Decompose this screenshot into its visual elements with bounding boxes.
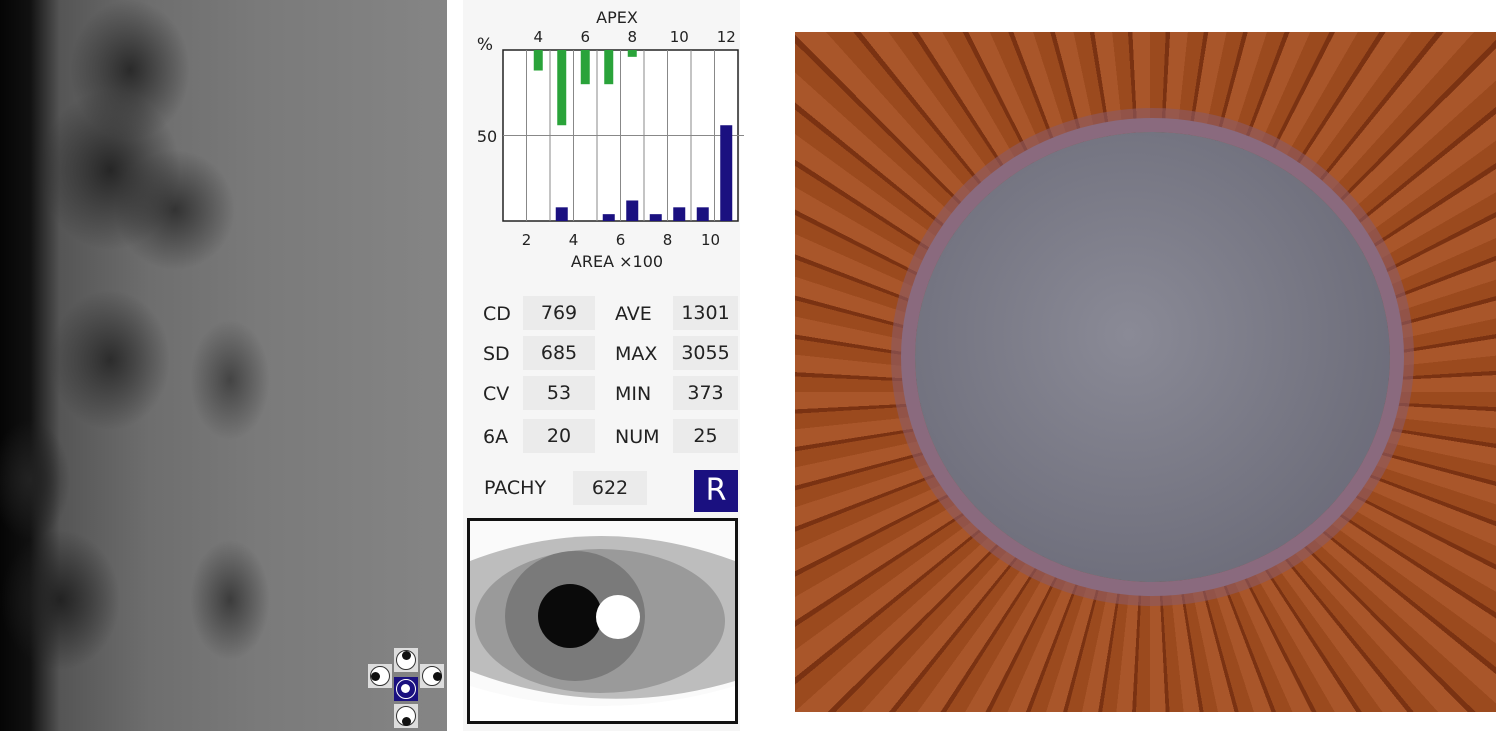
apex-bar xyxy=(604,50,614,85)
top-axis-label: APEX xyxy=(596,8,638,27)
apex-tick-label: 12 xyxy=(717,28,736,46)
stat-label: 6A xyxy=(483,426,509,448)
stat-value: 25 xyxy=(673,419,738,453)
apex-bar xyxy=(580,50,590,85)
apex-tick-label: 4 xyxy=(533,28,543,46)
area-tick-label: 2 xyxy=(522,231,532,249)
navigation-pad[interactable] xyxy=(365,648,447,730)
apex-bar xyxy=(627,50,637,57)
right-arrow-icon[interactable] xyxy=(420,664,444,688)
apex-tick-label: 8 xyxy=(627,28,637,46)
area-tick-label: 6 xyxy=(616,231,626,249)
eye-side-badge[interactable]: R xyxy=(694,470,738,512)
apex-tick-label: 6 xyxy=(580,28,590,46)
stat-value: 769 xyxy=(523,296,595,330)
area-bar xyxy=(626,200,639,221)
y-tick-label: 50 xyxy=(477,127,497,146)
stat-label: MIN xyxy=(615,383,652,405)
area-tick-label: 4 xyxy=(569,231,579,249)
area-bar xyxy=(720,125,733,221)
area-tick-label: 8 xyxy=(663,231,673,249)
stat-label: MAX xyxy=(615,343,658,365)
area-bar xyxy=(555,207,568,221)
down-arrow-icon[interactable] xyxy=(394,704,418,728)
pachy-value: 622 xyxy=(573,471,647,505)
stat-label: SD xyxy=(483,343,510,365)
area-bar xyxy=(696,207,709,221)
center-select-icon[interactable] xyxy=(394,677,418,701)
stat-value: 53 xyxy=(523,376,595,410)
iris-pupil-photo xyxy=(795,32,1496,712)
apex-bar xyxy=(557,50,567,126)
y-axis-label: % xyxy=(477,35,493,55)
area-bar xyxy=(673,207,686,221)
apex-bar xyxy=(533,50,543,71)
up-arrow-icon[interactable] xyxy=(394,648,418,672)
pachy-label: PACHY xyxy=(484,477,547,499)
area-bar xyxy=(649,214,662,221)
apex-tick-label: 10 xyxy=(670,28,689,46)
histogram-chart: APEX % 50 AREA ×100 4 6 8 10 12 2 4 6 8 10 xyxy=(477,8,744,271)
area-bar xyxy=(602,214,615,221)
stat-value: 373 xyxy=(673,376,738,410)
stat-value: 1301 xyxy=(673,296,738,330)
eye-thumbnail xyxy=(467,518,738,724)
stat-label: CV xyxy=(483,383,510,405)
stat-value: 685 xyxy=(523,336,595,370)
stat-value: 20 xyxy=(523,419,595,453)
left-arrow-icon[interactable] xyxy=(368,664,392,688)
stat-label: AVE xyxy=(615,303,652,325)
stat-label: NUM xyxy=(615,426,660,448)
stat-label: CD xyxy=(483,303,511,325)
area-tick-label: 10 xyxy=(701,231,720,249)
specular-endothelium-image xyxy=(0,0,447,731)
stat-value: 3055 xyxy=(673,336,738,370)
pupil xyxy=(915,132,1390,582)
bottom-axis-label: AREA ×100 xyxy=(571,252,663,271)
eye-thumbnail-image xyxy=(470,521,735,721)
